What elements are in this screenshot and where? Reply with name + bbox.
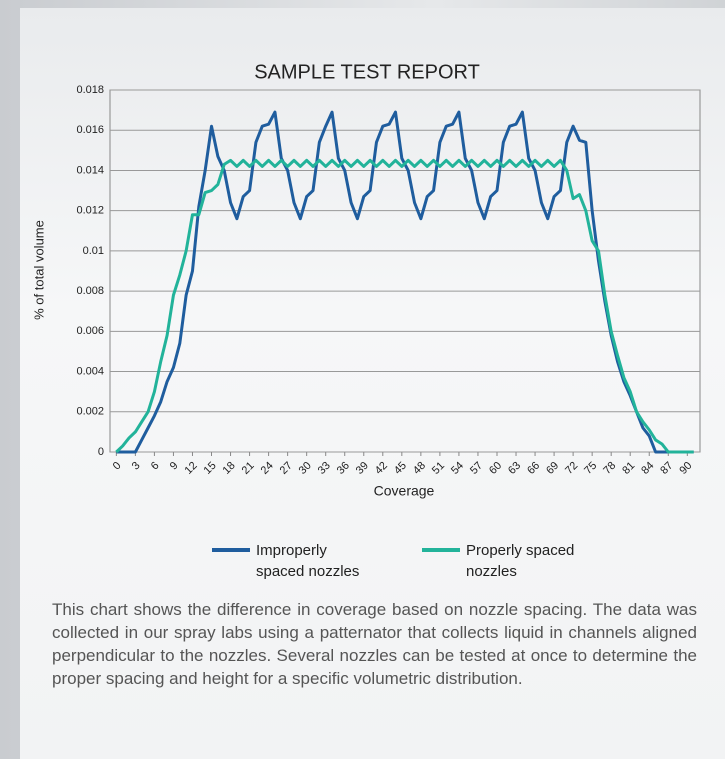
x-tick-label: 0 <box>111 460 124 473</box>
x-tick-label: 84 <box>639 460 656 477</box>
y-tick-label: 0 <box>98 446 104 458</box>
x-tick-label: 12 <box>183 460 200 477</box>
x-axis-label: Coverage <box>374 483 435 499</box>
x-tick-label: 42 <box>373 460 390 477</box>
x-tick-label: 78 <box>601 460 618 477</box>
y-tick-label: 0.01 <box>83 245 104 257</box>
x-tick-label: 33 <box>316 460 333 477</box>
plot-area <box>110 90 700 452</box>
legend-label: Improperly spaced nozzles <box>256 540 376 582</box>
x-tick-label: 36 <box>335 460 352 477</box>
x-tick-label: 57 <box>468 460 485 477</box>
x-tick-label: 9 <box>168 460 181 473</box>
x-tick-label: 3 <box>130 460 143 473</box>
x-tick-label: 81 <box>620 460 637 477</box>
x-tick-label: 75 <box>582 460 599 477</box>
x-tick-label: 27 <box>278 460 295 477</box>
x-tick-label: 30 <box>297 460 314 477</box>
x-tick-label: 90 <box>677 460 694 477</box>
x-tick-label: 87 <box>658 460 675 477</box>
x-tick-label: 18 <box>221 460 238 477</box>
legend: Improperly spaced nozzles Properly spaced… <box>212 540 612 582</box>
y-tick-label: 0.002 <box>76 406 104 418</box>
x-tick-label: 69 <box>544 460 561 477</box>
x-tick-label: 15 <box>202 460 219 477</box>
data-line <box>116 160 693 452</box>
y-tick-label: 0.014 <box>76 164 104 176</box>
y-axis-label: % of total volume <box>31 220 46 320</box>
x-tick-label: 6 <box>149 460 162 473</box>
x-tick-label: 39 <box>354 460 371 477</box>
y-tick-label: 0.008 <box>76 285 104 297</box>
y-tick-label: 0.016 <box>76 124 104 136</box>
description: This chart shows the difference in cover… <box>52 598 697 690</box>
page: SAMPLE TEST REPORT Coverage % of total v… <box>0 0 725 759</box>
x-tick-label: 66 <box>525 460 542 477</box>
x-tick-label: 51 <box>430 460 447 477</box>
y-tick-label: 0.012 <box>76 205 104 217</box>
legend-item: Properly spaced nozzles <box>422 540 586 582</box>
x-tick-label: 63 <box>506 460 523 477</box>
chart: SAMPLE TEST REPORT Coverage % of total v… <box>0 0 725 520</box>
x-tick-label: 60 <box>487 460 504 477</box>
x-tick-label: 72 <box>563 460 580 477</box>
legend-label: Properly spaced nozzles <box>466 540 586 582</box>
legend-swatch <box>422 548 460 552</box>
chart-title: SAMPLE TEST REPORT <box>254 61 480 83</box>
y-tick-label: 0.006 <box>76 325 104 337</box>
y-tick-label: 0.004 <box>76 365 104 377</box>
y-tick-label: 0.018 <box>76 84 104 96</box>
x-tick-label: 21 <box>240 460 257 477</box>
legend-item: Improperly spaced nozzles <box>212 540 376 582</box>
x-tick-label: 48 <box>411 460 428 477</box>
x-tick-label: 24 <box>259 460 276 477</box>
x-tick-label: 54 <box>449 460 466 477</box>
legend-swatch <box>212 548 250 552</box>
x-tick-label: 45 <box>392 460 409 477</box>
